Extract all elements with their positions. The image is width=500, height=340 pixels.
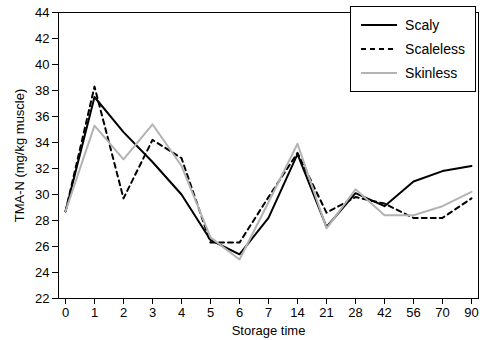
svg-text:Storage time: Storage time [232,323,306,338]
svg-text:0: 0 [62,305,69,320]
svg-text:5: 5 [207,305,214,320]
svg-text:21: 21 [319,305,333,320]
html-text:Skinless: Skinless [405,65,458,81]
html-text:Scaleless: Scaleless [405,41,465,57]
svg-text:36: 36 [35,109,49,124]
svg-text:3: 3 [149,305,156,320]
svg-text:TMA-N (mg/kg muscle): TMA-N (mg/kg muscle) [12,89,27,223]
svg-text:30: 30 [35,187,49,202]
svg-text:4: 4 [178,305,185,320]
svg-text:44: 44 [35,5,49,20]
svg-text:6: 6 [236,305,243,320]
svg-text:22: 22 [35,291,49,306]
svg-text:32: 32 [35,161,49,176]
html-text:Scaly: Scaly [405,17,440,33]
svg-text:14: 14 [290,305,304,320]
svg-text:90: 90 [464,305,478,320]
svg-text:26: 26 [35,239,49,254]
svg-text:28: 28 [35,213,49,228]
svg-text:2: 2 [120,305,127,320]
svg-text:7: 7 [265,305,272,320]
svg-text:70: 70 [435,305,449,320]
svg-text:42: 42 [377,305,391,320]
svg-text:34: 34 [35,135,49,150]
svg-text:40: 40 [35,57,49,72]
svg-text:28: 28 [348,305,362,320]
svg-text:1: 1 [91,305,98,320]
svg-text:42: 42 [35,31,49,46]
svg-text:24: 24 [35,265,49,280]
svg-text:56: 56 [406,305,420,320]
svg-text:38: 38 [35,83,49,98]
